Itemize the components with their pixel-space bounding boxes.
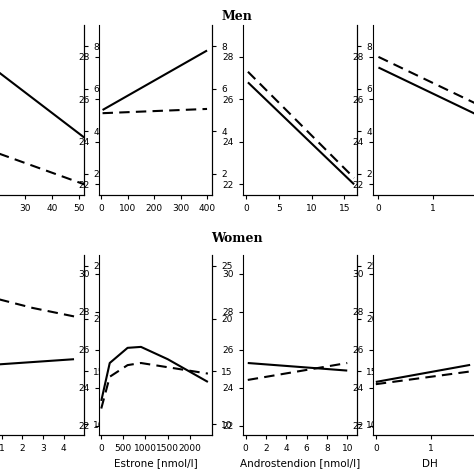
Text: Women: Women: [211, 232, 263, 245]
X-axis label: Estrone [nmol/l]: Estrone [nmol/l]: [114, 458, 197, 469]
Text: Men: Men: [221, 10, 253, 23]
X-axis label: DH: DH: [422, 458, 438, 469]
X-axis label: Androstendion [nmol/l]: Androstendion [nmol/l]: [240, 458, 360, 469]
